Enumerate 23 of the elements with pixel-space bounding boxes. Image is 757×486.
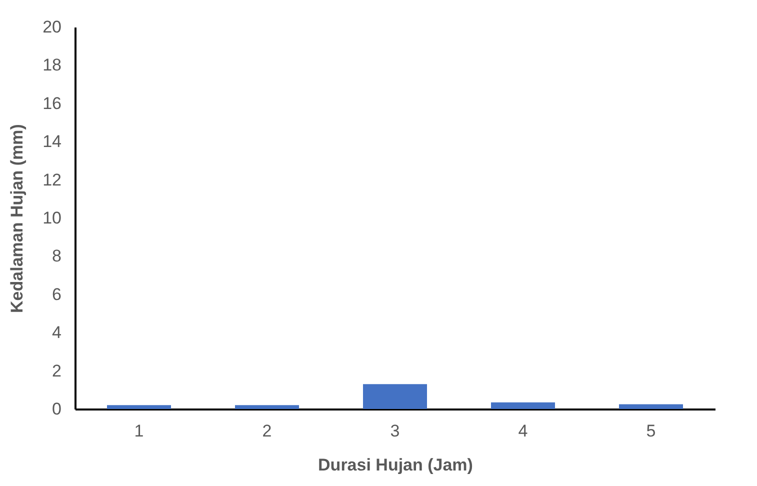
y-tick-label: 14 bbox=[42, 132, 62, 152]
x-tick-label: 4 bbox=[518, 422, 528, 440]
y-tick-label: 0 bbox=[52, 400, 62, 418]
y-tick-label: 6 bbox=[52, 284, 62, 304]
bar bbox=[491, 402, 555, 409]
x-tick-label: 5 bbox=[646, 422, 656, 440]
y-tick-label: 18 bbox=[42, 56, 62, 75]
bar bbox=[363, 384, 427, 409]
x-tick-label: 3 bbox=[390, 422, 400, 440]
y-tick-label: 16 bbox=[42, 94, 62, 113]
y-tick-label: 4 bbox=[52, 323, 62, 342]
x-axis-title: Durasi Hujan (Jam) bbox=[318, 456, 473, 474]
y-tick-label: 10 bbox=[42, 208, 62, 228]
bar bbox=[235, 405, 299, 409]
y-tick-label: 8 bbox=[52, 246, 62, 266]
y-axis-title: Kedalaman Hujan (mm) bbox=[8, 124, 27, 313]
y-tick-label: 12 bbox=[42, 170, 62, 190]
x-tick-label: 2 bbox=[262, 422, 272, 440]
y-tick-label: 20 bbox=[42, 18, 62, 36]
bar bbox=[107, 405, 171, 409]
x-tick-label: 1 bbox=[134, 422, 144, 440]
bar bbox=[619, 404, 683, 409]
y-tick-label: 2 bbox=[52, 361, 62, 380]
